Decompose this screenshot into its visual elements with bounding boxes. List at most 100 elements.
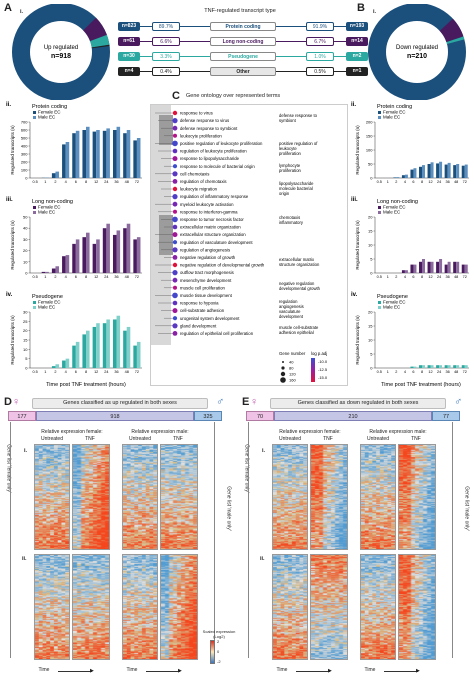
connector-line xyxy=(334,26,346,27)
go-term-dot xyxy=(172,148,178,154)
go-term-dot xyxy=(172,247,178,253)
go-term-label: outflow tract morphogenesis xyxy=(180,270,234,275)
heatmap-female-untreated-ii xyxy=(34,554,70,660)
x-tick-label: 12 xyxy=(94,180,98,184)
x-tick-label: 72 xyxy=(135,370,139,374)
up-percent: 0.4% xyxy=(152,67,180,76)
go-term-dot xyxy=(172,140,178,147)
scale-tick-label: 2 xyxy=(217,639,220,644)
bar-chart-title: Pseudogene xyxy=(32,294,63,300)
bar-female xyxy=(410,264,414,273)
bar-male xyxy=(422,165,425,178)
heatmap-female-tnf-i xyxy=(310,444,348,550)
go-cluster-label: structure organization xyxy=(279,262,320,267)
go-term-dot xyxy=(172,164,178,169)
x-tick-label: 48 xyxy=(454,275,458,279)
x-tick-label: 36 xyxy=(114,180,118,184)
bar-female xyxy=(436,365,440,368)
condition-label: Untreated xyxy=(41,436,63,442)
go-cluster-label: development xyxy=(279,314,304,319)
bar-female xyxy=(461,264,465,273)
y-tick-label: 100 xyxy=(366,148,373,153)
legend-female-label: Female EC xyxy=(38,300,61,305)
heatmap-female-untreated-i xyxy=(272,444,308,550)
shared-count: 918 xyxy=(36,411,194,421)
go-term-dot xyxy=(172,262,178,268)
go-cluster-label: muscle cell-substrate xyxy=(279,325,319,330)
female-column-title: Relative expression female: xyxy=(41,429,103,435)
x-tick-label: 8 xyxy=(421,370,423,374)
bar-female xyxy=(102,130,107,178)
down-percent: 6.7% xyxy=(306,37,334,46)
time-label: Time xyxy=(126,667,138,673)
side-label-right: Gene list 'male only' xyxy=(225,486,232,531)
legend-male-label: Male EC xyxy=(383,305,401,310)
legend-male-label: Male EC xyxy=(383,115,401,120)
go-term-dot xyxy=(172,308,178,314)
bar-female xyxy=(461,165,465,178)
x-tick-label: 1 xyxy=(387,275,389,279)
connector-line xyxy=(276,71,306,72)
bar-male xyxy=(86,330,90,368)
y-tick-label: 200 xyxy=(366,120,373,125)
y-tick-label: 0 xyxy=(370,366,373,371)
go-term-dot xyxy=(172,179,178,184)
x-tick-label: 24 xyxy=(104,180,108,184)
size-legend-dot xyxy=(281,366,285,370)
connector-line xyxy=(180,56,210,57)
arrowhead-icon: ▶ xyxy=(178,668,182,674)
shared-count: 210 xyxy=(274,411,432,421)
bar-male xyxy=(404,270,408,273)
bar-male xyxy=(447,365,451,368)
bar-female xyxy=(419,166,422,178)
panel-sublabel: iii. xyxy=(351,197,358,203)
go-term-dot xyxy=(172,292,178,299)
bar-female xyxy=(72,243,76,273)
x-tick-label: 48 xyxy=(125,370,129,374)
go-cluster-label: symbiont xyxy=(279,118,297,123)
bar-male xyxy=(447,261,451,273)
x-tick-label: 6 xyxy=(412,370,414,374)
x-tick-label: 6 xyxy=(75,275,77,279)
time-label: Time xyxy=(276,667,288,673)
bar-male xyxy=(447,162,451,178)
male-column-title: Relative expression male: xyxy=(131,429,189,435)
side-label-right: Gene list 'male only' xyxy=(463,486,470,531)
go-term-label: positive regulation of leukocyte prolife… xyxy=(180,141,263,146)
x-tick-label: 72 xyxy=(463,180,467,184)
panel-e: Genes classified as down regulated in bo… xyxy=(240,396,472,680)
bar-female xyxy=(453,165,457,178)
go-cluster-label: adhesion epithelial xyxy=(279,330,314,335)
donut-slice-protein-coding xyxy=(368,4,466,100)
go-cluster-label: developmental growth xyxy=(279,286,321,291)
go-cluster-label: vasculature xyxy=(279,309,301,314)
color-legend-title: log p.adj xyxy=(311,351,327,356)
bar-chart-title: Long non-coding xyxy=(377,199,418,205)
bar-male xyxy=(86,232,90,273)
donut-down-label: Down regulated xyxy=(396,45,438,51)
panel-label-e: E xyxy=(242,396,250,408)
legend-swatch-female xyxy=(33,301,36,304)
x-tick-label: 0.5 xyxy=(32,180,37,184)
bar-male xyxy=(136,237,141,273)
panel-sublabel: iii. xyxy=(6,197,13,203)
legend-female-label: Female EC xyxy=(383,110,406,115)
legend-swatch-male xyxy=(378,211,381,214)
female-only-count: 177 xyxy=(8,411,36,421)
panel-sublabel-b-i: i. xyxy=(373,9,377,15)
bar-female xyxy=(427,164,431,178)
connector-line xyxy=(140,26,152,27)
down-percent: 91.9% xyxy=(306,22,334,31)
x-tick-label: 2 xyxy=(395,275,397,279)
size-legend-label: 80 xyxy=(289,366,294,371)
donut-up-n: n=918 xyxy=(51,53,71,60)
up-percent: 3.3% xyxy=(152,52,180,61)
up-count-pill: n=61 xyxy=(118,37,140,46)
banner: Genes classified as down regulated in bo… xyxy=(270,398,446,409)
y-tick-label: 0 xyxy=(25,271,28,276)
go-term-dot xyxy=(172,201,178,207)
bar-female xyxy=(123,133,127,178)
bar-male xyxy=(65,142,70,178)
bar-male xyxy=(65,255,70,273)
